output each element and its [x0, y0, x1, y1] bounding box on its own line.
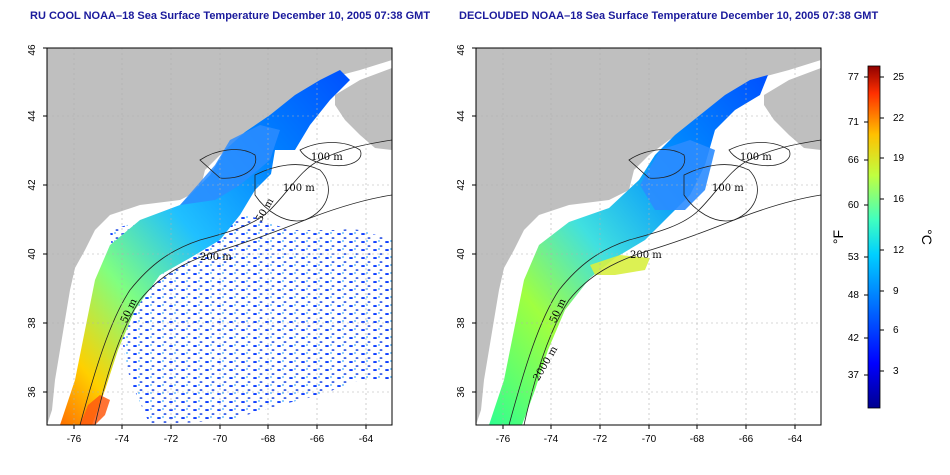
- celsius-tick: 22: [893, 113, 905, 124]
- left-y-tick: 42: [27, 179, 38, 191]
- left-y-tick: 40: [27, 248, 38, 260]
- celsius-tick: 19: [893, 153, 905, 164]
- right-sst-gulf: [640, 140, 715, 210]
- right-x-tick: -74: [544, 434, 559, 445]
- left-y-tick: 38: [27, 317, 38, 329]
- right-y-tick: 44: [456, 110, 467, 122]
- celsius-tick: 12: [893, 245, 905, 256]
- fahrenheit-label: °F: [830, 230, 846, 244]
- celsius-tick: 25: [893, 72, 905, 83]
- left-x-tick: -68: [261, 434, 276, 445]
- right-y-tick: 36: [456, 386, 467, 398]
- right-contour-label: 200 m: [630, 250, 662, 261]
- right-y-tick: 46: [456, 44, 467, 56]
- celsius-tick: 9: [893, 286, 899, 297]
- celsius-label: °C: [919, 229, 935, 245]
- right-nova-scotia: [764, 68, 821, 150]
- temperature-colorbar: 77 71 66 60 53 48 42 37 25 22 19 16 12 9…: [830, 65, 935, 409]
- left-x-tick: -74: [115, 434, 130, 445]
- fahrenheit-tick: 77: [848, 72, 860, 83]
- left-x-tick: -64: [359, 434, 374, 445]
- left-map-panel: 100 m 100 m 50 m 200 m 50 m: [27, 44, 393, 445]
- right-y-tick: 40: [456, 248, 467, 260]
- fahrenheit-tick: 53: [848, 252, 860, 263]
- fahrenheit-tick: 42: [848, 333, 860, 344]
- left-speckled-sst: [110, 210, 392, 425]
- fahrenheit-tick: 48: [848, 290, 860, 301]
- celsius-tick: 6: [893, 325, 899, 336]
- left-contour-label: 100 m: [283, 183, 315, 194]
- right-y-tick: 42: [456, 179, 467, 191]
- right-y-tick: 38: [456, 317, 467, 329]
- left-contour-label: 100 m: [311, 152, 343, 163]
- fahrenheit-tick: 66: [848, 155, 860, 166]
- celsius-tick: 3: [893, 366, 899, 377]
- right-x-tick: -64: [788, 434, 803, 445]
- right-contour-label: 100 m: [740, 152, 772, 163]
- right-x-tick: -70: [642, 434, 657, 445]
- left-map-title: RU COOL NOAA–18 Sea Surface Temperature …: [30, 10, 431, 22]
- fahrenheit-tick: 37: [848, 370, 860, 381]
- left-x-tick: -66: [310, 434, 325, 445]
- left-land-mass: [47, 48, 392, 425]
- celsius-tick: 16: [893, 194, 905, 205]
- right-map-title: DECLOUDED NOAA–18 Sea Surface Temperatur…: [459, 10, 879, 22]
- left-x-tick: -76: [67, 434, 82, 445]
- fahrenheit-tick: 60: [848, 200, 860, 211]
- left-nova-scotia: [335, 68, 392, 150]
- right-warm-patch: [590, 255, 650, 275]
- left-y-tick: 46: [27, 44, 38, 56]
- right-land-mass: [476, 48, 821, 425]
- left-sst-gulf: [180, 125, 280, 205]
- left-contour-label: 200 m: [200, 252, 232, 263]
- right-contour-label: 100 m: [712, 183, 744, 194]
- right-x-tick: -76: [496, 434, 511, 445]
- left-x-tick: -70: [213, 434, 228, 445]
- left-x-tick: -72: [164, 434, 179, 445]
- right-x-tick: -66: [739, 434, 754, 445]
- left-y-tick: 36: [27, 386, 38, 398]
- right-x-tick: -68: [690, 434, 705, 445]
- fahrenheit-tick: 71: [848, 117, 860, 128]
- left-warm-core: [80, 395, 110, 425]
- right-x-tick: -72: [593, 434, 608, 445]
- left-y-tick: 44: [27, 110, 38, 122]
- right-map-panel: 100 m 100 m 200 m 50 m 2000 m: [456, 44, 822, 445]
